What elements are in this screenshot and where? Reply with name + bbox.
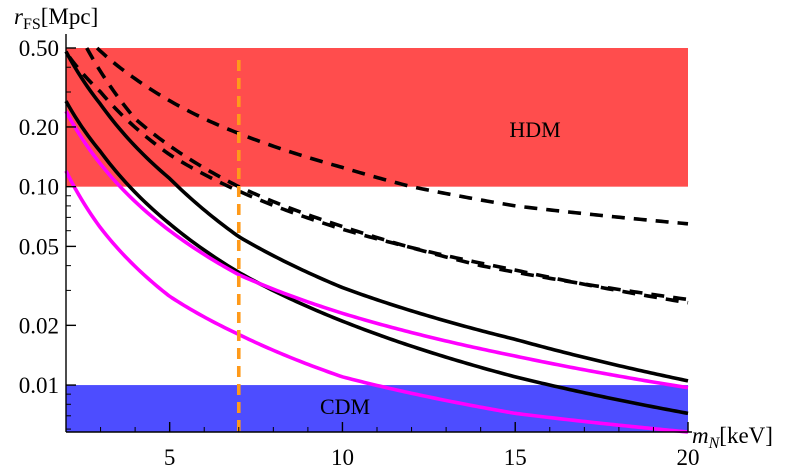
band-hdm [66, 48, 688, 187]
x-tick-label: 5 [164, 445, 176, 470]
series-line-3 [85, 47, 689, 302]
x-axis-title-sub: N [708, 435, 721, 452]
band-cdm [66, 385, 688, 432]
x-tick-label: 15 [504, 445, 527, 470]
band-label-cdm: CDM [320, 394, 370, 419]
series-line-2 [68, 55, 689, 305]
y-tick-label: 0.05 [19, 234, 59, 259]
x-tick-label: 10 [331, 445, 354, 470]
band-label-hdm: HDM [509, 117, 560, 142]
series-line-1 [95, 46, 689, 226]
y-tick-label: 0.10 [19, 175, 59, 200]
y-tick-label: 0.01 [19, 373, 59, 398]
y-axis-title-sub: FS [23, 16, 41, 33]
y-axis-title-base: r [14, 4, 24, 29]
series-line-4 [64, 50, 689, 383]
y-tick-label: 0.02 [19, 313, 59, 338]
x-axis-title-unit: [keV] [719, 423, 773, 448]
x-tick-label: 20 [677, 445, 700, 470]
bands-layer [66, 48, 688, 432]
series-layer [64, 46, 689, 434]
labels-layer: HDM CDM 5 10 15 20 0.01 0.02 0.05 0.10 0.20 0.50 rFS… [14, 4, 773, 470]
series-line-7 [64, 170, 689, 434]
x-axis-title-base: m [692, 423, 709, 448]
y-axis-title: rFS[Mpc] [14, 4, 98, 33]
series-line-6 [64, 110, 689, 390]
y-axis-title-unit: [Mpc] [41, 4, 98, 29]
x-axis-title: mN[keV] [692, 423, 773, 452]
series-line-5 [64, 100, 689, 416]
axes-layer [65, 34, 692, 433]
y-tick-label: 0.20 [19, 115, 59, 140]
y-tick-label: 0.50 [19, 36, 59, 61]
